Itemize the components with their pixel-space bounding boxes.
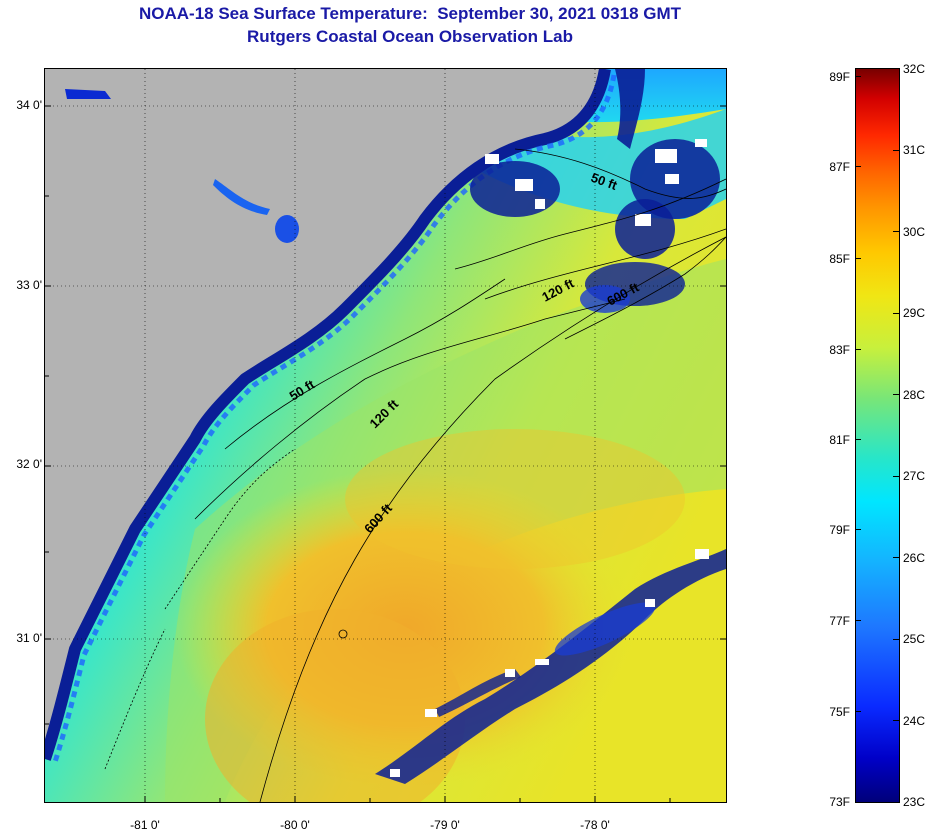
cb-tick <box>893 394 899 395</box>
contour-120ft-north <box>484 228 726 300</box>
lon-label-78: -78 0' <box>580 818 610 832</box>
lat-label-32: 32 0' <box>16 457 42 471</box>
cb-tick <box>855 439 861 440</box>
lon-label-80: -80 0' <box>280 818 310 832</box>
cb-f-83: 83F <box>829 343 850 357</box>
land-mass <box>45 69 605 759</box>
cb-f-81: 81F <box>829 433 850 447</box>
lon-label-81: -81 0' <box>130 818 160 832</box>
coastal-cold-rim <box>45 69 611 761</box>
temperature-colorbar <box>855 68 900 803</box>
contour-120ft <box>194 298 626 520</box>
map-subtitle: Rutgers Coastal Ocean Observation Lab <box>247 27 573 46</box>
cb-f-85: 85F <box>829 252 850 266</box>
south-cold-filament <box>375 549 726 784</box>
lat-label-31: 31 0' <box>16 631 42 645</box>
cb-c-24: 24C <box>903 714 926 728</box>
cb-f-87: 87F <box>829 160 850 174</box>
frame-ticks <box>45 105 726 802</box>
lat-label-33: 33 0' <box>16 278 42 292</box>
cb-c-29: 29C <box>903 306 926 320</box>
north-cold-patches <box>470 139 720 313</box>
cb-tick <box>855 258 861 259</box>
cb-tick <box>855 620 861 621</box>
cb-tick <box>893 231 899 232</box>
cb-c-28: 28C <box>903 388 926 402</box>
cb-tick <box>855 349 861 350</box>
cb-c-32: 32C <box>903 62 926 76</box>
cb-tick <box>893 150 899 151</box>
cb-tick <box>893 313 899 314</box>
lon-label-79: -79 0' <box>430 818 460 832</box>
contour-600ft-north <box>564 236 726 340</box>
cb-tick <box>893 557 899 558</box>
lat-label-34: 34 0' <box>16 98 42 112</box>
cb-c-26: 26C <box>903 551 926 565</box>
map-title: NOAA-18 Sea Surface Temperature: Septemb… <box>138 4 682 23</box>
cb-tick <box>893 639 899 640</box>
inland-lake <box>275 215 299 243</box>
cb-tick <box>893 476 899 477</box>
cb-tick <box>855 76 861 77</box>
bathymetry-contours <box>104 148 726 802</box>
cb-c-31: 31C <box>903 143 926 157</box>
cb-f-73: 73F <box>829 795 850 809</box>
cb-c-27: 27C <box>903 469 926 483</box>
cb-tick <box>855 166 861 167</box>
cb-c-25: 25C <box>903 632 926 646</box>
cb-c-30: 30C <box>903 225 926 239</box>
cb-f-75: 75F <box>829 705 850 719</box>
graticule <box>45 69 726 802</box>
sst-map-image: 50 ft 120 ft 600 ft 50 ft 120 ft 600 ft <box>45 69 726 802</box>
cb-tick <box>855 529 861 530</box>
cb-tick <box>855 711 861 712</box>
contour-600ft <box>259 236 726 802</box>
contour-50ft <box>224 278 506 450</box>
cb-f-77: 77F <box>829 614 850 628</box>
cb-f-89: 89F <box>829 70 850 84</box>
cb-f-79: 79F <box>829 523 850 537</box>
sst-map: 50 ft 120 ft 600 ft 50 ft 120 ft 600 ft <box>44 68 727 803</box>
cb-tick <box>893 720 899 721</box>
cb-c-23: 23C <box>903 795 926 809</box>
contour-50ft-north <box>514 148 726 199</box>
